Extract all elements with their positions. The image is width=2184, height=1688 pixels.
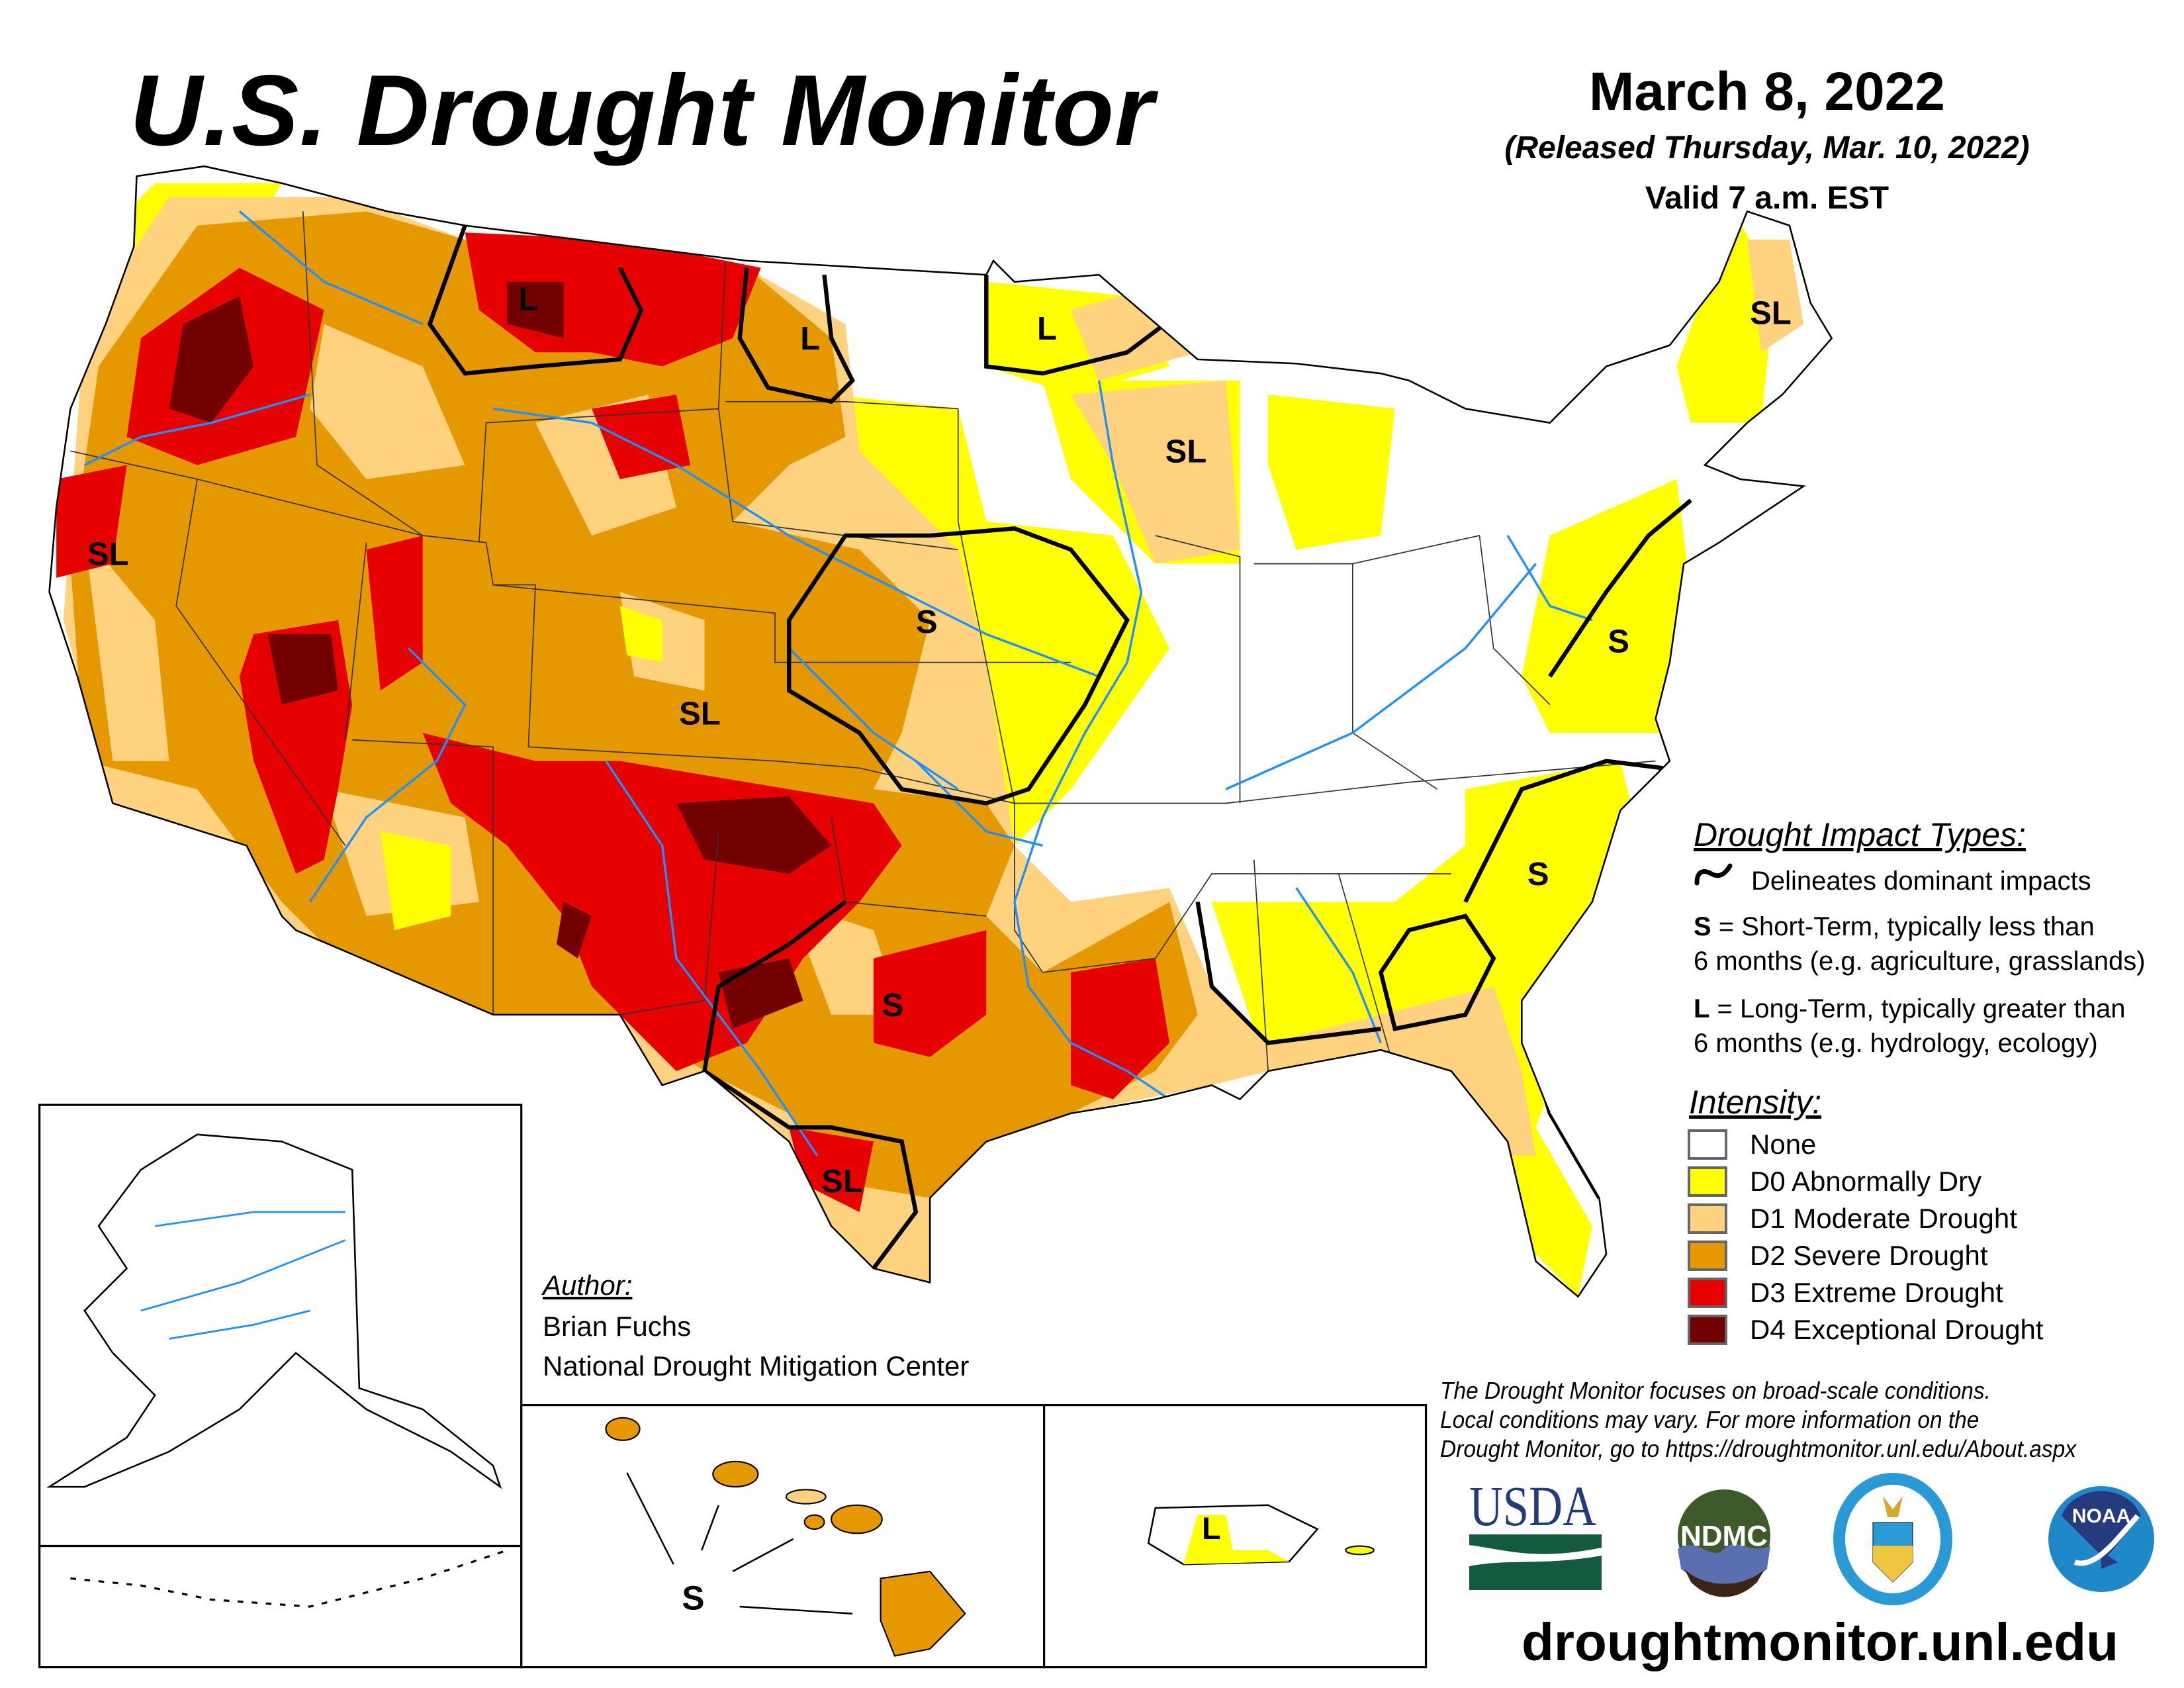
map-title: U.S. Drought Monitor	[130, 54, 1155, 167]
impact-boundary-lines	[427, 224, 1692, 1270]
alaska-inset	[38, 1103, 523, 1669]
label-mn: L	[1037, 311, 1057, 347]
d0-patch	[380, 606, 662, 931]
valid-time: Valid 7 a.m. EST	[1645, 181, 1889, 216]
label-sc: S	[1527, 857, 1549, 892]
intensity-swatch	[1688, 1241, 1727, 1271]
label-co: SL	[679, 696, 721, 731]
usda-logo-text: USDA	[1469, 1474, 1597, 1538]
l-key: L	[1694, 994, 1710, 1023]
label-tx-east: S	[882, 988, 904, 1023]
label-ne: S	[916, 604, 938, 640]
impact-line-label: Delineates dominant impacts	[1751, 867, 2091, 896]
label-me: SL	[1750, 296, 1792, 332]
map-date: March 8, 2022	[1589, 62, 1945, 122]
usda-logo: USDA	[1469, 1477, 1602, 1590]
impact-labels: L L L SL SL SL S SL S S S SL	[87, 281, 1792, 1199]
noaa-logo: NOAA	[2048, 1486, 2154, 1592]
intensity-legend-item: D0 Abnormally Dry	[1688, 1163, 1981, 1200]
l-text-2: 6 months (e.g. hydrology, ecology)	[1694, 1029, 2098, 1058]
disclaimer-line-2: Local conditions may vary. For more info…	[1440, 1406, 1979, 1433]
l-text-1: = Long-Term, typically greater than	[1709, 994, 2126, 1023]
intensity-label: D1 Moderate Drought	[1750, 1203, 2017, 1234]
intensity-swatch	[1688, 1203, 1727, 1234]
intensity-label: D2 Severe Drought	[1750, 1240, 1988, 1271]
s-key: S	[1694, 912, 1711, 941]
dept-commerce-logo	[1833, 1473, 1952, 1605]
s-text-1: = Short-Term, typically less than	[1711, 912, 2095, 941]
impact-line-icon	[1694, 863, 1733, 886]
intensity-label: None	[1750, 1129, 1817, 1160]
intensity-legend-item: None	[1688, 1126, 1816, 1163]
author-heading: Author:	[543, 1270, 633, 1301]
noaa-logo-text: NOAA	[2072, 1505, 2130, 1527]
intensity-label: D3 Extreme Drought	[1750, 1277, 2003, 1308]
rivers	[83, 211, 1593, 1156]
label-ca: SL	[87, 537, 129, 573]
intensity-legend-item: D1 Moderate Drought	[1688, 1200, 2017, 1237]
intensity-legend-item: D4 Exceptional Drought	[1688, 1311, 2044, 1348]
d3-area	[56, 232, 1170, 1212]
short-term-definition: S = Short-Term, typically less than 6 mo…	[1694, 910, 2146, 978]
puerto-rico-inset: L	[1042, 1404, 1428, 1669]
label-tx-south: SL	[821, 1164, 863, 1199]
intensity-swatch	[1688, 1129, 1727, 1160]
intensity-heading: Intensity:	[1689, 1084, 1822, 1121]
author-name: Brian Fuchs	[543, 1311, 692, 1342]
label-wi: SL	[1165, 434, 1207, 469]
hawaii-inset: S	[520, 1404, 1046, 1669]
label-pr: L	[1202, 1511, 1221, 1546]
label-de: S	[1608, 624, 1629, 660]
s-text-2: 6 months (e.g. agriculture, grasslands)	[1694, 947, 2146, 976]
intensity-swatch	[1688, 1166, 1727, 1197]
intensity-swatch	[1688, 1315, 1727, 1345]
intensity-legend-item: D3 Extreme Drought	[1688, 1274, 2003, 1311]
d1-patch	[84, 324, 902, 1015]
label-mt: L	[518, 281, 538, 317]
impact-types-heading: Drought Impact Types:	[1694, 816, 2026, 853]
disclaimer-line-1: The Drought Monitor focuses on broad-sca…	[1440, 1377, 1991, 1404]
long-term-definition: L = Long-Term, typically greater than 6 …	[1694, 992, 2126, 1060]
website-url[interactable]: droughtmonitor.unl.edu	[1521, 1613, 2119, 1671]
intensity-swatch	[1688, 1278, 1727, 1308]
d4-area	[169, 281, 832, 1029]
disclaimer-line-3: Drought Monitor, go to https://droughtmo…	[1440, 1435, 2076, 1462]
conus-outline	[48, 165, 1833, 1298]
ndmc-logo: NDMC	[1658, 1473, 1790, 1605]
release-date: (Released Thursday, Mar. 10, 2022)	[1504, 130, 2030, 165]
intensity-label: D0 Abnormally Dry	[1750, 1166, 1982, 1197]
alaska-shape	[46, 1133, 502, 1489]
label-nd: L	[800, 321, 820, 357]
intensity-label: D4 Exceptional Drought	[1750, 1314, 2044, 1345]
ndmc-logo-text: NDMC	[1680, 1520, 1768, 1552]
author-org: National Drought Mitigation Center	[543, 1350, 970, 1382]
label-hi: S	[682, 1579, 704, 1617]
intensity-legend-item: D2 Severe Drought	[1688, 1237, 1988, 1274]
